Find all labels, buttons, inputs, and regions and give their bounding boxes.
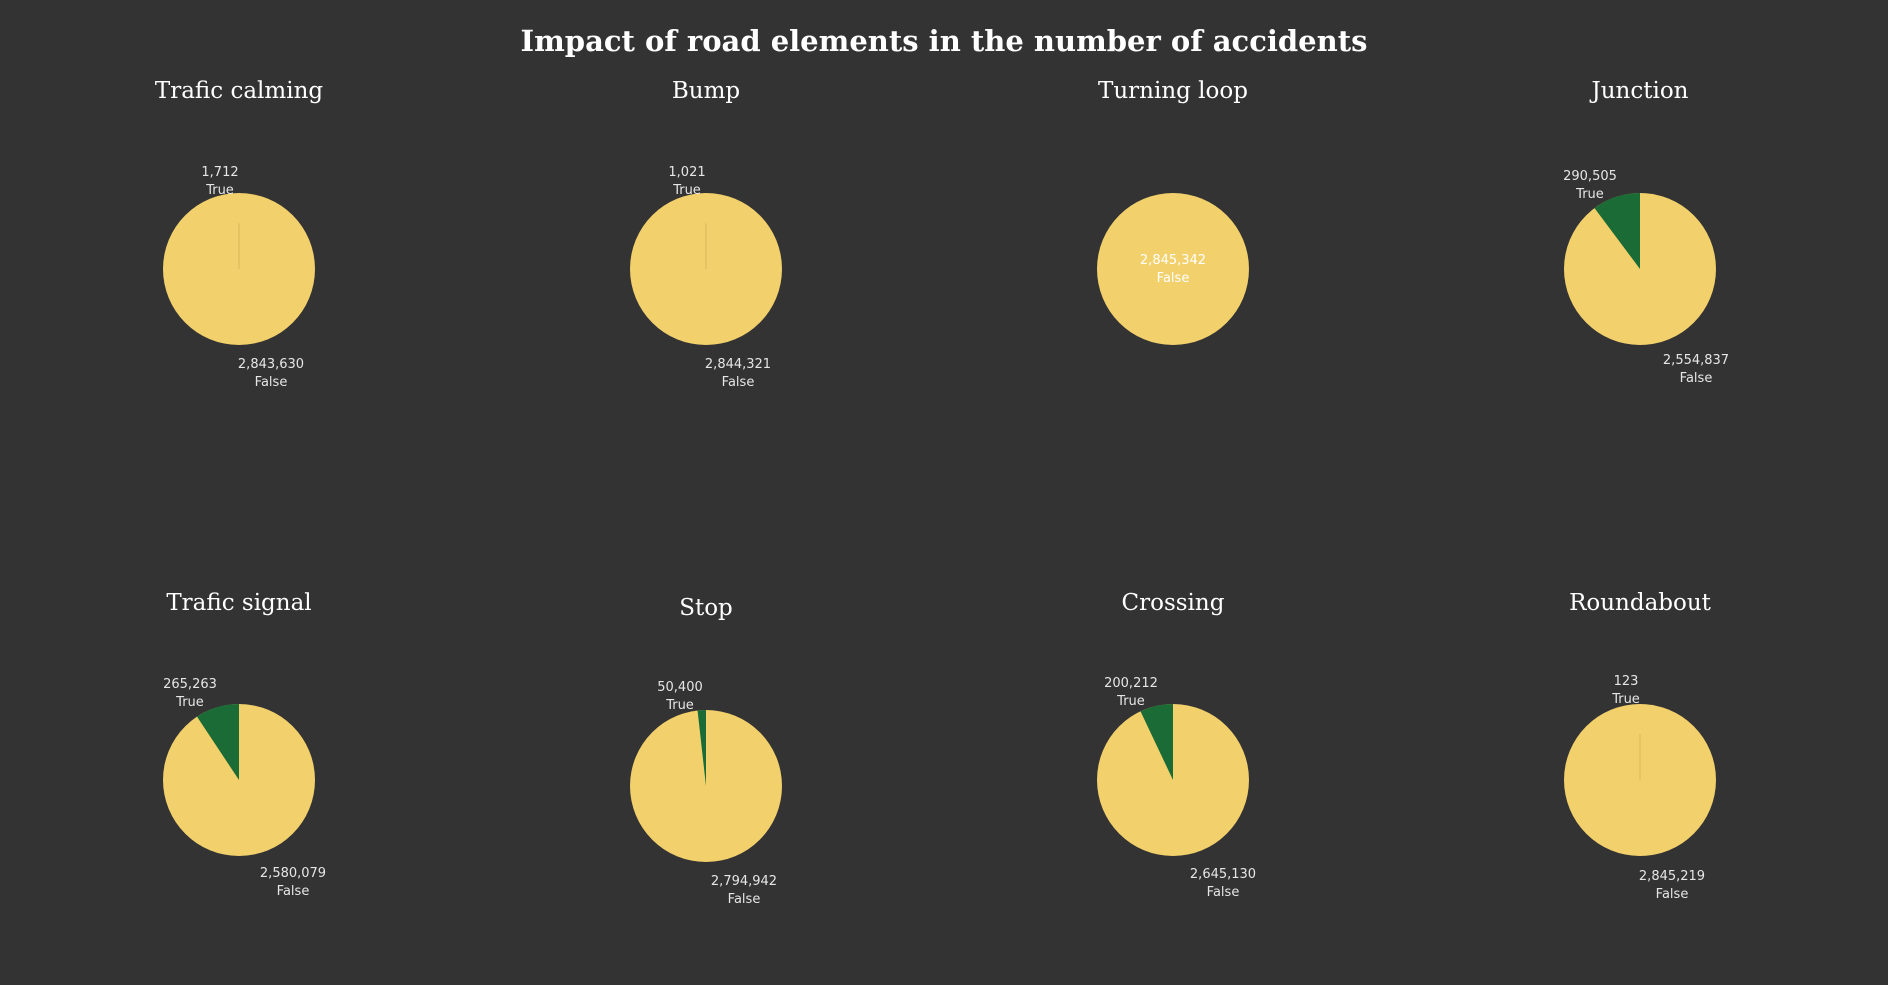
data-label-true: 200,212 True	[1104, 675, 1158, 711]
data-label-value: 1,712	[201, 165, 239, 180]
data-label-value: 2,843,630	[237, 357, 305, 372]
pie-slice-true	[1594, 193, 1640, 269]
data-label-category: True	[673, 183, 701, 198]
data-label-true: 123 True	[1612, 673, 1640, 709]
data-label-category: True	[206, 183, 234, 198]
data-label-category: True	[1117, 694, 1145, 709]
data-label-true: 265,263 True	[163, 676, 217, 712]
data-label-category: False	[1655, 887, 1689, 902]
data-label-category: False	[276, 884, 310, 899]
data-label-false: 2,794,942 False	[711, 873, 777, 909]
pie-title-turning-loop: Turning loop	[1098, 78, 1248, 104]
data-label-value: 290,505	[1563, 169, 1617, 184]
data-label-value: 200,212	[1104, 676, 1158, 691]
pie-title-trafic-calming: Trafic calming	[154, 78, 324, 104]
data-label-category: True	[1612, 692, 1640, 707]
pie-chart-stop	[630, 710, 782, 862]
dashboard-title: Impact of road elements in the number of…	[520, 24, 1368, 58]
data-label-category: False	[727, 892, 761, 907]
data-label-value: 1,021	[668, 165, 706, 180]
data-label-false: 2,580,079 False	[260, 865, 326, 901]
pie-title-roundabout: Roundabout	[1569, 590, 1711, 616]
data-label-false: 2,844,321 False	[705, 356, 771, 392]
data-label-value: 50,400	[657, 680, 703, 695]
data-label-category: True	[666, 698, 694, 713]
data-label-true: 1,712 True	[201, 164, 238, 200]
data-label-category: False	[721, 375, 755, 390]
data-label-false: 2,645,130 False	[1190, 866, 1256, 902]
pie-chart-turning-loop	[1097, 193, 1249, 345]
data-label-true: 50,400 True	[657, 679, 703, 715]
pie-slice-true	[196, 704, 239, 780]
pie-title-crossing: Crossing	[1121, 590, 1225, 616]
data-label-category: False	[1679, 371, 1713, 386]
data-label-value: 2,845,342	[1139, 253, 1207, 268]
pie-title-bump: Bump	[671, 78, 741, 104]
data-label-value: 265,263	[163, 677, 217, 692]
pie-chart-trafic-calming	[163, 193, 315, 345]
data-label-false: 2,843,630 False	[238, 356, 304, 392]
data-label-true: 1,021 True	[668, 164, 705, 200]
pie-title-junction: Junction	[1591, 78, 1689, 104]
data-label-value: 2,645,130	[1189, 867, 1257, 882]
data-label-false: 2,845,342 False	[1140, 252, 1206, 288]
pie-chart-roundabout	[1564, 704, 1716, 856]
data-label-value: 2,554,837	[1662, 353, 1730, 368]
pie-chart-crossing	[1097, 704, 1249, 856]
data-label-category: True	[176, 695, 204, 710]
pie-chart-trafic-signal	[163, 704, 315, 856]
pie-chart-bump	[630, 193, 782, 345]
data-label-true: 290,505 True	[1563, 168, 1617, 204]
data-label-false: 2,845,219 False	[1639, 868, 1705, 904]
data-label-false: 2,554,837 False	[1663, 352, 1729, 388]
data-label-value: 2,844,321	[704, 357, 772, 372]
pie-slice-true	[697, 710, 706, 786]
pie-chart-junction	[1564, 193, 1716, 345]
data-label-category: False	[254, 375, 288, 390]
pie-title-stop: Stop	[679, 595, 733, 621]
data-label-value: 2,845,219	[1638, 869, 1706, 884]
pie-slice-true	[1140, 704, 1173, 780]
data-label-value: 2,794,942	[710, 874, 778, 889]
pie-title-trafic-signal: Trafic signal	[166, 590, 312, 616]
data-label-value: 123	[1613, 674, 1639, 689]
data-label-value: 2,580,079	[259, 866, 327, 881]
pie-slice-false	[1097, 193, 1249, 345]
data-label-category: False	[1206, 885, 1240, 900]
data-label-category: False	[1156, 271, 1190, 286]
data-label-category: True	[1576, 187, 1604, 202]
